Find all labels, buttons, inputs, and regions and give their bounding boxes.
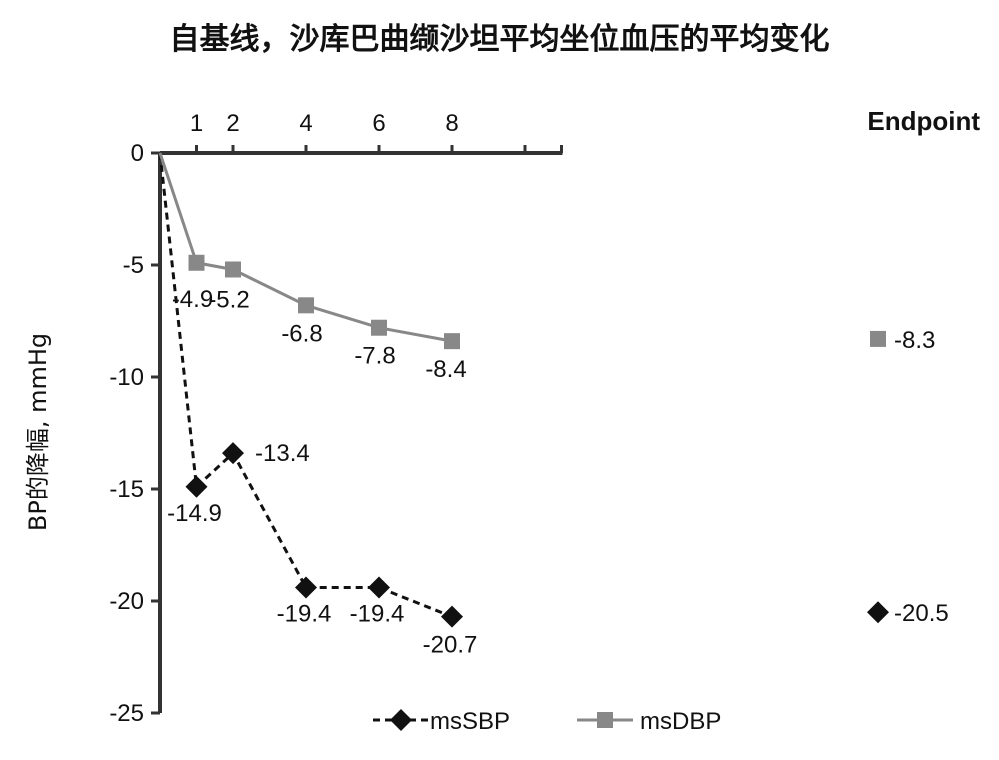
x-tick-label: 4 bbox=[299, 110, 312, 137]
data-point-msSBP bbox=[222, 442, 244, 465]
endpoint-point-msDBP bbox=[870, 330, 886, 347]
legend: msSBP msDBP bbox=[373, 708, 721, 735]
data-label-msDBP: -7.8 bbox=[354, 343, 395, 370]
axes-group: 0 -5 -10 -15 -20 -25 1 2 4 6 8 bbox=[109, 110, 563, 727]
series-line-msSBP bbox=[158, 152, 453, 619]
endpoint-point-msSBP bbox=[867, 601, 889, 624]
legend-marker-msSBP bbox=[390, 709, 412, 731]
series-line-msDBP bbox=[158, 152, 453, 343]
chart-title: 自基线，沙库巴曲缬沙坦平均坐位血压的平均变化 bbox=[169, 22, 830, 57]
data-label-msDBP: -4.9 bbox=[172, 286, 213, 313]
y-tick-label: -5 bbox=[123, 252, 144, 279]
data-point-msDBP bbox=[225, 261, 241, 278]
legend-item-msSBP: msSBP bbox=[373, 708, 510, 735]
x-tick-label: 6 bbox=[372, 110, 385, 137]
data-label-msSBP: -14.9 bbox=[167, 500, 222, 527]
endpoint-label-msSBP: -20.5 bbox=[894, 600, 949, 627]
y-tick-label: 0 bbox=[131, 140, 144, 167]
y-tick-label: -25 bbox=[109, 700, 144, 727]
data-point-msSBP bbox=[441, 605, 463, 628]
series-msSBP: -14.9 -13.4 -19.4 -19.4 -20.7 -20.5 bbox=[158, 152, 949, 659]
data-label-msSBP: -19.4 bbox=[277, 601, 332, 628]
data-label-msSBP: -13.4 bbox=[255, 440, 310, 467]
data-point-msSBP bbox=[368, 576, 390, 599]
legend-marker-msDBP bbox=[597, 712, 613, 728]
data-point-msSBP bbox=[295, 576, 317, 599]
x-tick-label: 8 bbox=[445, 110, 458, 137]
y-tick-label: -15 bbox=[109, 476, 144, 503]
y-tick-label: -20 bbox=[109, 588, 144, 615]
data-point-msDBP bbox=[371, 319, 387, 336]
y-axis-label: BP的降幅, mmHg bbox=[24, 333, 52, 531]
y-tick-label: -10 bbox=[109, 364, 144, 391]
data-label-msDBP: -6.8 bbox=[281, 320, 322, 347]
x-tick-label: 2 bbox=[226, 110, 239, 137]
legend-label-msDBP: msDBP bbox=[640, 708, 721, 735]
legend-label-msSBP: msSBP bbox=[430, 708, 510, 735]
data-point-msSBP bbox=[185, 475, 208, 498]
data-label-msSBP: -20.7 bbox=[423, 632, 478, 659]
endpoint-label-msDBP: -8.3 bbox=[894, 327, 935, 354]
series-layer: -14.9 -13.4 -19.4 -19.4 -20.7 -20.5 -4.9-5.2 -6… bbox=[158, 152, 949, 659]
series-msDBP: -4.9-5.2 -6.8 -7.8 -8.4 -8.3 bbox=[158, 152, 935, 383]
data-label-msSBP: -19.4 bbox=[350, 601, 405, 628]
data-label-msDBP: -8.4 bbox=[425, 356, 466, 383]
x-tick-label: 1 bbox=[190, 110, 203, 137]
data-point-msDBP bbox=[444, 333, 460, 350]
data-label-msDBP: -5.2 bbox=[208, 286, 249, 313]
data-point-msDBP bbox=[188, 254, 205, 271]
endpoint-axis-label: Endpoint bbox=[867, 106, 980, 136]
data-point-msDBP bbox=[298, 297, 314, 314]
legend-item-msDBP: msDBP bbox=[577, 708, 721, 735]
